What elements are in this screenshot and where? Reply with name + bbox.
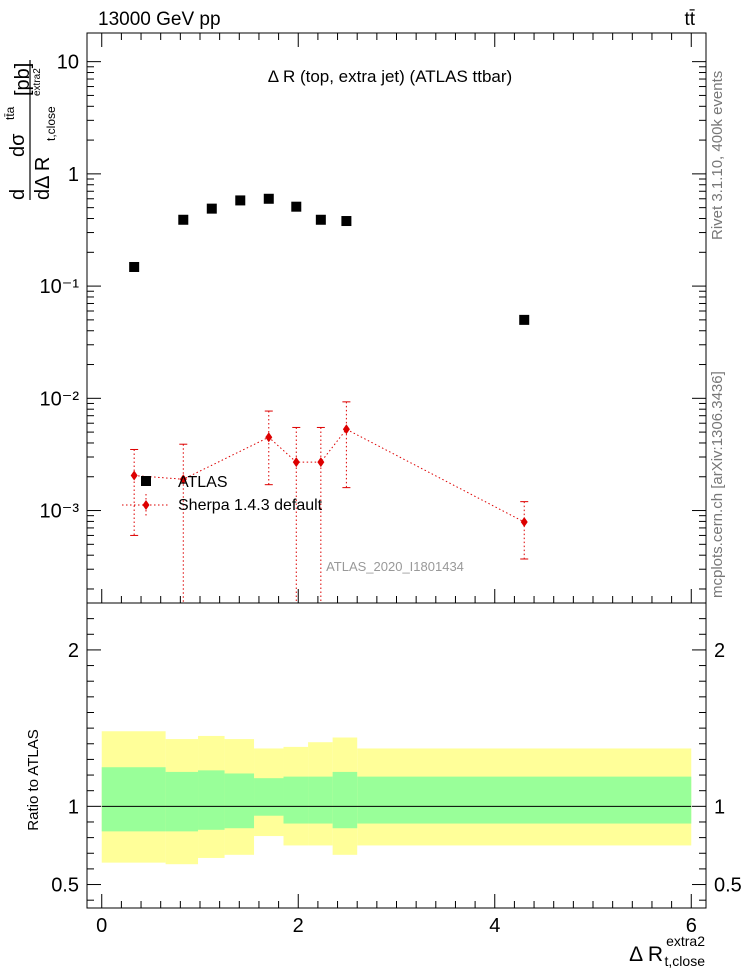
sherpa-point: [317, 457, 325, 468]
ratio-y-tick-label-right: 0.5: [714, 875, 742, 897]
y-tick-label: 10: [57, 52, 79, 74]
ratio-y-label: Ratio to ATLAS: [25, 729, 42, 830]
x-label-main: Δ R: [629, 943, 663, 966]
y-label-denominator-sub: t,close: [44, 106, 58, 141]
ratio-y-tick-label-left: 1: [68, 796, 79, 818]
main-axis-ticks: 10⁻³ 10⁻² 10⁻¹ 1 10: [40, 33, 706, 603]
atlas-point: [291, 201, 302, 212]
y-label-unit: [pb]: [12, 63, 34, 96]
x-label-sub: t,close: [665, 953, 706, 969]
atlas-point: [263, 193, 274, 204]
rivet-label: Rivet 3.1.10, 400k events: [709, 71, 726, 240]
atlas-point: [206, 203, 217, 214]
x-label-sup: extra2: [666, 933, 705, 949]
sherpa-point: [130, 470, 138, 481]
sherpa-point: [520, 517, 528, 528]
energy-label: 13000 GeV pp: [98, 9, 221, 30]
y-tick-label: 1: [68, 164, 79, 186]
ratio-band-inner: [254, 778, 284, 816]
mcplots-label: mcplots.cern.ch [arXiv:1306.3436]: [709, 371, 726, 598]
legend-atlas-label: ATLAS: [178, 474, 228, 491]
ratio-y-tick-label-left: 2: [68, 640, 79, 662]
sherpa-point: [265, 432, 273, 443]
process-label: tt̄: [684, 9, 695, 30]
ratio-band-inner: [332, 771, 358, 829]
ratio-band-inner: [165, 771, 199, 832]
y-tick-label: 10⁻³: [40, 501, 80, 523]
y-tick-label: 10⁻²: [40, 388, 80, 410]
ratio-axis-ticks: 0.5 0.5 1 1 2 2 0 2 4 6: [51, 618, 742, 937]
ratio-data-layer: [101, 731, 692, 865]
ratio-plot-frame: [86, 602, 707, 909]
y-label-numerator-sup: tt̄a: [3, 106, 17, 120]
y-label-numerator: dσ: [7, 133, 29, 157]
main-title: Δ R (top, extra jet) (ATLAS ttbar): [268, 67, 512, 86]
sherpa-point: [342, 424, 350, 435]
ratio-band-inner: [308, 776, 333, 824]
ratio-band-inner: [101, 767, 166, 832]
watermark: ATLAS_2020_I1801434: [326, 559, 464, 574]
main-plot-frame: [86, 32, 707, 604]
atlas-point: [235, 195, 246, 206]
atlas-point: [178, 214, 189, 225]
ratio-x-tick-label: 2: [293, 915, 304, 937]
legend-atlas-marker: [141, 476, 151, 486]
y-tick-label: 10⁻¹: [40, 276, 80, 298]
atlas-point: [341, 216, 352, 227]
ratio-x-tick-label: 6: [686, 915, 697, 937]
main-plot-panel: 10⁻³ 10⁻² 10⁻¹ 1 10 Δ R (top, extra jet) (AT…: [3, 32, 707, 604]
ratio-x-tick-label: 0: [96, 915, 107, 937]
y-label-d: d: [7, 189, 29, 200]
legend: ATLAS Sherpa 1.4.3 default: [122, 474, 323, 516]
y-label-denominator-sup: extra2: [32, 68, 43, 96]
legend-sherpa-label: Sherpa 1.4.3 default: [178, 497, 323, 514]
y-label-denominator: dΔ R: [32, 157, 54, 200]
legend-sherpa-marker: [142, 500, 150, 510]
atlas-point: [129, 261, 140, 272]
ratio-y-tick-label-right: 1: [714, 796, 725, 818]
main-data-layer: [129, 193, 530, 603]
ratio-band-inner: [283, 776, 309, 824]
ratio-x-tick-label: 4: [489, 915, 500, 937]
ratio-band-inner: [198, 770, 225, 830]
atlas-point: [315, 214, 326, 225]
sherpa-point: [179, 474, 187, 485]
sherpa-point: [292, 457, 300, 468]
ratio-band-inner: [224, 773, 255, 829]
ratio-band-inner: [357, 776, 692, 824]
ratio-y-tick-label-left: 0.5: [51, 875, 79, 897]
atlas-point: [519, 314, 530, 325]
ratio-y-tick-label-right: 2: [714, 640, 725, 662]
